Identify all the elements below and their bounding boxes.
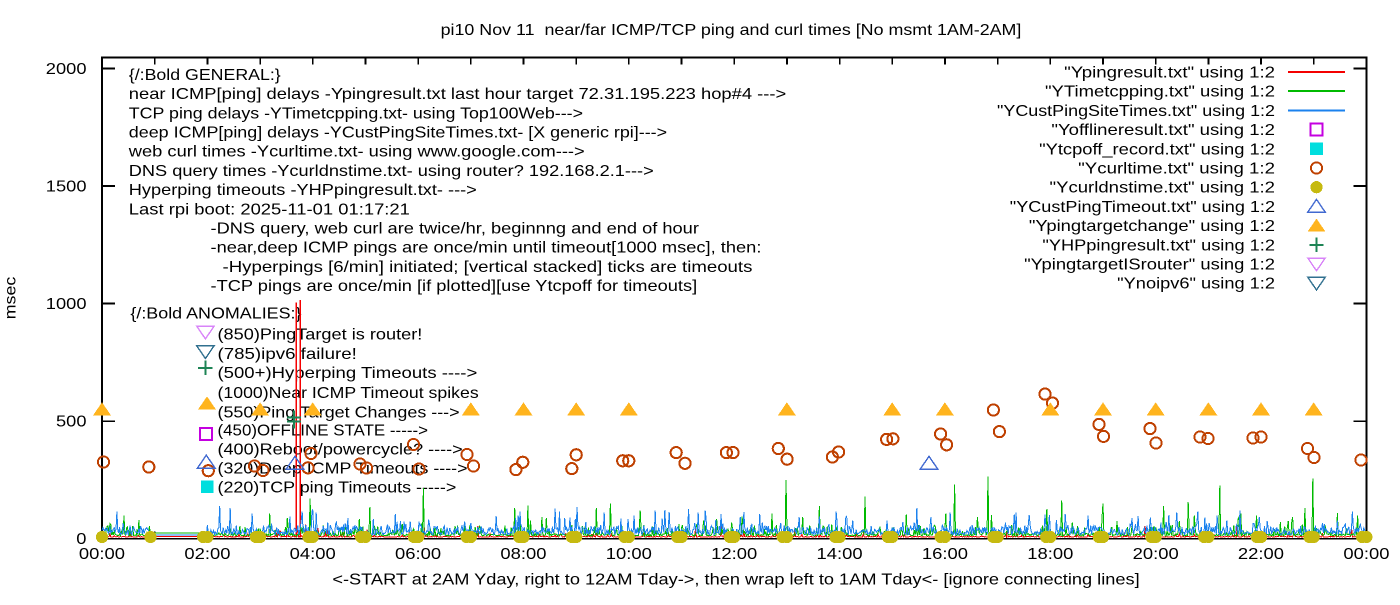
svg-text:(785)ipv6 failure!: (785)ipv6 failure!	[218, 346, 357, 363]
svg-text:(850)PingTarget is router!: (850)PingTarget is router!	[218, 327, 423, 344]
svg-text:{/:Bold GENERAL:}: {/:Bold GENERAL:}	[129, 67, 282, 84]
svg-text:Last rpi boot: 2025-11-01 01:1: Last rpi boot: 2025-11-01 01:17:21	[129, 201, 410, 218]
svg-text:"YpingtargetISrouter" using 1:: "YpingtargetISrouter" using 1:2	[1024, 257, 1275, 274]
svg-text:"YCustPingSiteTimes.txt" using: "YCustPingSiteTimes.txt" using 1:2	[997, 103, 1275, 120]
svg-text:22:00: 22:00	[1238, 546, 1284, 563]
svg-text:"YTimetcpping.txt" using 1:2: "YTimetcpping.txt" using 1:2	[1045, 84, 1275, 101]
svg-text:-Hyperpings [6/min] initiated;: -Hyperpings [6/min] initiated; [vertical…	[223, 259, 753, 276]
svg-text:500: 500	[56, 414, 87, 431]
svg-text:-DNS query, web curl are twice: -DNS query, web curl are twice/hr, begin…	[211, 221, 700, 238]
svg-text:(320)Deep ICMP Timeouts ---->: (320)Deep ICMP Timeouts ---->	[218, 460, 468, 477]
svg-text:"Ypingtargetchange" using 1:2: "Ypingtargetchange" using 1:2	[1029, 218, 1275, 235]
svg-text:(550)Ping Target Changes --->: (550)Ping Target Changes --->	[218, 405, 460, 422]
svg-text:1000: 1000	[46, 296, 87, 313]
svg-text:"Ynoipv6" using 1:2: "Ynoipv6" using 1:2	[1117, 276, 1275, 293]
svg-text:"Ytcpoff_record.txt" using 1:2: "Ytcpoff_record.txt" using 1:2	[1039, 141, 1275, 158]
svg-text:20:00: 20:00	[1133, 546, 1179, 563]
svg-text:"Yofflineresult.txt" using 1:2: "Yofflineresult.txt" using 1:2	[1051, 122, 1275, 139]
svg-text:-TCP pings are once/min [if pl: -TCP pings are once/min [if plotted][use…	[211, 278, 698, 295]
svg-text:08:00: 08:00	[500, 546, 546, 563]
svg-text:06:00: 06:00	[395, 546, 441, 563]
svg-text:deep ICMP[ping] delays -YCustP: deep ICMP[ping] delays -YCustPingSiteTim…	[129, 125, 667, 142]
svg-text:00:00: 00:00	[79, 546, 125, 563]
svg-text:1500: 1500	[46, 179, 87, 196]
svg-text:(220)TCP ping Timeouts ----->: (220)TCP ping Timeouts ----->	[218, 480, 457, 497]
svg-text:TCP ping delays -YTimetcpping.: TCP ping delays -YTimetcpping.txt- using…	[129, 105, 583, 122]
svg-text:14:00: 14:00	[817, 546, 863, 563]
svg-text:pi10 Nov 11 near/far ICMP/TCP: pi10 Nov 11 near/far ICMP/TCP ping and c…	[441, 22, 1022, 39]
svg-text:"Ypingresult.txt" using 1:2: "Ypingresult.txt" using 1:2	[1064, 65, 1275, 82]
svg-text:DNS query times -Ycurldnstime.: DNS query times -Ycurldnstime.txt- using…	[129, 163, 654, 180]
svg-text:-near,deep ICMP pings are once: -near,deep ICMP pings are once/min until…	[211, 240, 762, 257]
svg-text:2000: 2000	[46, 61, 87, 78]
svg-text:0: 0	[76, 531, 86, 548]
svg-text:(400)Reboot/powercycle? ---->: (400)Reboot/powercycle? ---->	[218, 442, 463, 459]
svg-text:{/:Bold ANOMALIES:}: {/:Bold ANOMALIES:}	[130, 306, 302, 323]
svg-text:16:00: 16:00	[922, 546, 968, 563]
svg-text:12:00: 12:00	[711, 546, 757, 563]
svg-text:msec: msec	[3, 277, 20, 320]
svg-text:(450)OFFLINE STATE ----->: (450)OFFLINE STATE ----->	[218, 422, 429, 439]
svg-text:"YHPpingresult.txt" using 1:2: "YHPpingresult.txt" using 1:2	[1042, 237, 1275, 254]
svg-text:web curl times -Ycurltime.txt-: web curl times -Ycurltime.txt- using www…	[128, 144, 585, 161]
svg-text:04:00: 04:00	[290, 546, 336, 563]
svg-text:near ICMP[ping] delays -Ypingr: near ICMP[ping] delays -Ypingresult.txt …	[129, 86, 786, 103]
svg-text:18:00: 18:00	[1027, 546, 1073, 563]
svg-text:02:00: 02:00	[184, 546, 230, 563]
svg-text:<-START at 2AM Yday, right to: <-START at 2AM Yday, right to 12AM Tday-…	[332, 572, 1139, 589]
svg-text:00:00: 00:00	[1343, 546, 1389, 563]
svg-text:"Ycurltime.txt" using 1:2: "Ycurltime.txt" using 1:2	[1078, 161, 1275, 178]
svg-text:(500+)Hyperping Timeouts ---->: (500+)Hyperping Timeouts ---->	[218, 365, 478, 382]
svg-text:"YCustPingTimeout.txt" using 1: "YCustPingTimeout.txt" using 1:2	[1010, 199, 1275, 216]
svg-text:"Ycurldnstime.txt" using 1:2: "Ycurldnstime.txt" using 1:2	[1050, 180, 1276, 197]
svg-text:Hyperping timeouts -YHPpingres: Hyperping timeouts -YHPpingresult.txt- -…	[129, 182, 477, 199]
svg-text:(1000)Near ICMP Timeout spikes: (1000)Near ICMP Timeout spikes	[218, 385, 479, 402]
svg-text:10:00: 10:00	[606, 546, 652, 563]
